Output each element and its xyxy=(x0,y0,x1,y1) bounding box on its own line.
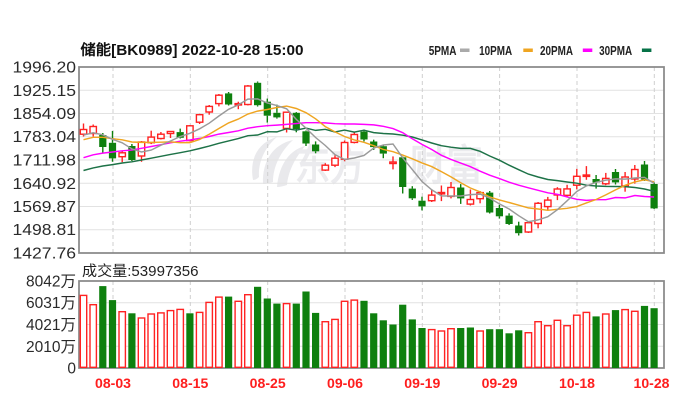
svg-text:6031万: 6031万 xyxy=(26,295,76,312)
svg-text:1640.92: 1640.92 xyxy=(13,176,77,193)
svg-text:1569.87: 1569.87 xyxy=(13,199,77,216)
svg-text:1427.76: 1427.76 xyxy=(13,246,77,263)
svg-text:08-25: 08-25 xyxy=(250,376,287,391)
svg-text:1711.98: 1711.98 xyxy=(13,153,77,170)
svg-text:0: 0 xyxy=(67,361,76,378)
svg-text:1498.81: 1498.81 xyxy=(13,222,77,239)
svg-text:08-15: 08-15 xyxy=(172,376,209,391)
svg-text:10PMA: 10PMA xyxy=(479,44,512,58)
svg-text:08-03: 08-03 xyxy=(95,376,132,391)
svg-text:1783.04: 1783.04 xyxy=(13,129,77,146)
svg-text:5PMA: 5PMA xyxy=(429,44,457,58)
svg-text:储能[BK0989] 2022-10-28 15:00: 储能[BK0989] 2022-10-28 15:00 xyxy=(81,41,304,59)
svg-text:10-18: 10-18 xyxy=(559,376,596,391)
svg-text:30PMA: 30PMA xyxy=(599,44,632,58)
svg-text:成交量:53997356: 成交量:53997356 xyxy=(82,262,199,280)
svg-text:09-19: 09-19 xyxy=(404,376,440,391)
svg-text:8042万: 8042万 xyxy=(26,274,76,291)
svg-text:1996.20: 1996.20 xyxy=(13,60,77,77)
svg-text:4021万: 4021万 xyxy=(26,317,76,334)
svg-text:1925.15: 1925.15 xyxy=(13,83,77,100)
svg-text:20PMA: 20PMA xyxy=(540,44,573,58)
svg-text:09-29: 09-29 xyxy=(482,376,518,391)
svg-text:09-06: 09-06 xyxy=(327,376,364,391)
svg-text:1854.09: 1854.09 xyxy=(13,106,77,123)
svg-text:10-28: 10-28 xyxy=(634,376,671,391)
svg-text:2010万: 2010万 xyxy=(26,339,76,356)
